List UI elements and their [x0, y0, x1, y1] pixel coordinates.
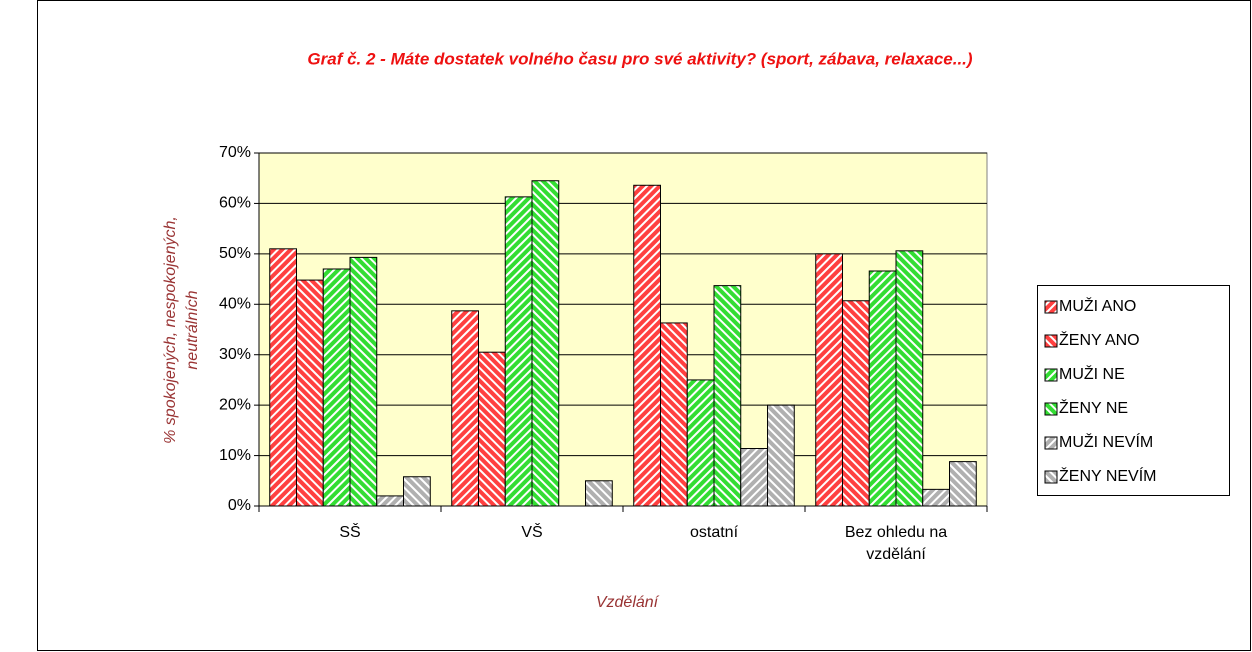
bar: [949, 461, 977, 507]
y-tick-label: 60%: [219, 195, 251, 212]
y-tick-label: 50%: [219, 245, 251, 262]
bar: [531, 180, 560, 507]
bar: [895, 250, 924, 507]
bar: [403, 476, 431, 507]
legend-label: ŽENY NEVÍM: [1059, 466, 1157, 485]
legend: [1037, 285, 1230, 496]
bar: [659, 322, 688, 507]
x-tick-label: ostatní: [689, 524, 739, 541]
bar: [349, 256, 378, 507]
legend-label: ŽENY NE: [1059, 398, 1128, 417]
legend-swatch: [1044, 470, 1058, 484]
bar: [269, 248, 297, 507]
bar: [767, 404, 795, 507]
y-tick-label: 70%: [219, 144, 251, 161]
legend-swatch: [1044, 402, 1058, 416]
bar: [740, 448, 769, 507]
x-axis-label: Vzdělání: [596, 594, 660, 611]
bar: [295, 279, 324, 507]
x-tick-label: SŠ: [339, 524, 361, 541]
legend-swatch: [1044, 368, 1058, 382]
y-axis-label: % spokojených, nespokojených, neutrálníc…: [162, 216, 201, 444]
bar: [815, 253, 843, 507]
legend-label: MUŽI NE: [1059, 364, 1125, 383]
legend-swatch: [1044, 334, 1058, 348]
legend-swatch: [1044, 300, 1058, 314]
legend-label: MUŽI ANO: [1059, 296, 1136, 315]
chart-title: Graf č. 2 - Máte dostatek volného času p…: [307, 49, 972, 68]
legend-label: ŽENY ANO: [1059, 330, 1140, 349]
bar: [322, 268, 351, 507]
bar: [451, 310, 479, 507]
bar: [841, 300, 870, 507]
y-tick-label: 0%: [228, 497, 251, 514]
x-tick-label: Bez ohledu na vzdělání: [844, 524, 948, 563]
y-tick-label: 10%: [219, 447, 251, 464]
y-tick-label: 30%: [219, 346, 251, 363]
bar: [585, 480, 613, 507]
bar: [376, 495, 405, 507]
bar: [868, 270, 897, 507]
y-tick-label: 40%: [219, 296, 251, 313]
legend-label: MUŽI NEVÍM: [1059, 432, 1153, 451]
bar: [633, 184, 661, 507]
bar: [713, 285, 742, 507]
y-tick-label: 20%: [219, 396, 251, 413]
bar: [477, 351, 506, 507]
x-tick-label: VŠ: [521, 524, 543, 541]
bar: [922, 488, 951, 507]
bar: [686, 379, 715, 507]
bar: [504, 196, 533, 507]
legend-swatch: [1044, 436, 1058, 450]
